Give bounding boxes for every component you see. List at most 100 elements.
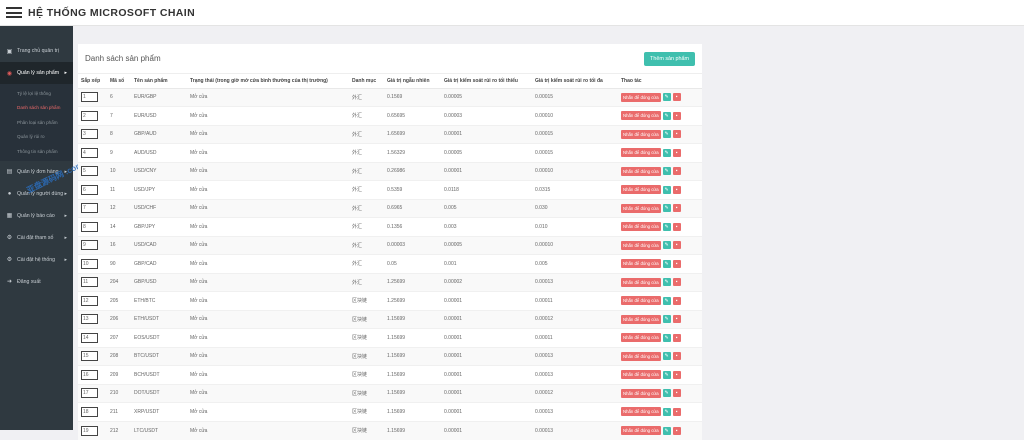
delete-icon[interactable]: ▪: [672, 130, 681, 139]
delete-icon[interactable]: ▪: [672, 352, 681, 361]
sort-cell: 9: [78, 235, 107, 255]
close-market-button[interactable]: Nhấn để đóng cửa: [621, 166, 661, 176]
sort-order-input[interactable]: 10: [81, 258, 98, 269]
edit-icon[interactable]: ✎: [662, 315, 671, 324]
cell-name: USD/JPY: [131, 180, 187, 199]
delete-icon[interactable]: ▪: [672, 333, 681, 342]
delete-icon[interactable]: ▪: [672, 204, 681, 213]
edit-icon[interactable]: ✎: [662, 241, 671, 250]
cell-random: 0.6965: [384, 198, 441, 218]
sidebar-subitem-0[interactable]: Tỷ lệ lợi lệ thống: [17, 90, 51, 96]
close-market-button[interactable]: Nhấn để đóng cửa: [621, 407, 661, 417]
close-market-button[interactable]: Nhấn để đóng cửa: [621, 222, 661, 232]
edit-icon[interactable]: ✎: [662, 296, 671, 305]
sidebar-item-1[interactable]: ◉ Quản lý sản phẩm ▸: [0, 62, 73, 84]
cell-name: EUR/USD: [131, 106, 187, 125]
sidebar-item-6[interactable]: ⚙ Cài đặt hệ thống ▸: [0, 249, 73, 271]
sort-order-input[interactable]: 18: [81, 406, 98, 417]
cell-random: 0.65695: [384, 106, 441, 125]
delete-icon[interactable]: ▪: [672, 315, 681, 324]
sort-order-input[interactable]: 3: [81, 129, 98, 140]
sidebar-subitem-4[interactable]: Thông tin sản phẩm: [17, 148, 58, 154]
close-market-button[interactable]: Nhấn để đóng cửa: [621, 129, 661, 139]
sidebar-item-0[interactable]: ▣ Trang chủ quản trị: [0, 40, 73, 62]
edit-icon[interactable]: ✎: [662, 389, 671, 398]
delete-icon[interactable]: ▪: [672, 111, 681, 120]
close-market-button[interactable]: Nhấn để đóng cửa: [621, 388, 661, 398]
delete-icon[interactable]: ▪: [672, 167, 681, 176]
close-market-button[interactable]: Nhấn để đóng cửa: [621, 240, 661, 250]
sort-order-input[interactable]: 4: [81, 147, 98, 158]
edit-icon[interactable]: ✎: [662, 352, 671, 361]
sort-order-input[interactable]: 1: [81, 92, 98, 103]
delete-icon[interactable]: ▪: [672, 278, 681, 287]
delete-icon[interactable]: ▪: [672, 296, 681, 305]
close-market-button[interactable]: Nhấn để đóng cửa: [621, 148, 661, 158]
cell-random: 1.25699: [384, 291, 441, 310]
sort-order-input[interactable]: 17: [81, 388, 98, 399]
actions-cell: Nhấn để đóng cửa ✎ ▪: [618, 402, 702, 421]
delete-icon[interactable]: ▪: [672, 241, 681, 250]
sort-order-input[interactable]: 15: [81, 351, 98, 362]
edit-icon[interactable]: ✎: [662, 259, 671, 268]
sidebar-subitem-3[interactable]: Quản lý rủi ro: [17, 134, 45, 140]
close-market-button[interactable]: Nhấn để đóng cửa: [621, 296, 661, 306]
sort-order-input[interactable]: 8: [81, 221, 98, 232]
sort-order-input[interactable]: 13: [81, 314, 98, 325]
edit-icon[interactable]: ✎: [662, 407, 671, 416]
sidebar-subitem-2[interactable]: Phân loại sản phẩm: [17, 119, 58, 125]
edit-icon[interactable]: ✎: [662, 222, 671, 231]
sort-order-input[interactable]: 5: [81, 166, 98, 177]
edit-icon[interactable]: ✎: [662, 185, 671, 194]
close-market-button[interactable]: Nhấn để đóng cửa: [621, 92, 661, 102]
sidebar-item-5[interactable]: ⚙ Cài đặt tham số ▸: [0, 227, 73, 249]
add-product-button[interactable]: Thêm sản phẩm: [644, 51, 695, 66]
close-market-button[interactable]: Nhấn để đóng cửa: [621, 314, 661, 324]
delete-icon[interactable]: ▪: [672, 93, 681, 102]
close-market-button[interactable]: Nhấn để đóng cửa: [621, 333, 661, 343]
sort-order-input[interactable]: 14: [81, 332, 98, 343]
edit-icon[interactable]: ✎: [662, 167, 671, 176]
delete-icon[interactable]: ▪: [672, 259, 681, 268]
close-market-button[interactable]: Nhấn để đóng cửa: [621, 426, 661, 435]
close-market-button[interactable]: Nhấn để đóng cửa: [621, 259, 661, 269]
sort-order-input[interactable]: 11: [81, 277, 98, 288]
hamburger-menu-icon[interactable]: [6, 7, 22, 18]
delete-icon[interactable]: ▪: [672, 426, 681, 435]
sidebar-item-2[interactable]: ▤ Quản lý đơn hàng ▸: [0, 161, 73, 183]
sort-order-input[interactable]: 12: [81, 295, 98, 306]
sidebar-item-7[interactable]: ➜ Đăng xuất: [0, 271, 73, 293]
delete-icon[interactable]: ▪: [672, 222, 681, 231]
delete-icon[interactable]: ▪: [672, 370, 681, 379]
sort-order-input[interactable]: 9: [81, 240, 98, 251]
edit-icon[interactable]: ✎: [662, 148, 671, 157]
close-market-button[interactable]: Nhấn để đóng cửa: [621, 203, 661, 213]
delete-icon[interactable]: ▪: [672, 185, 681, 194]
sidebar-item-3[interactable]: ● Quản lý người dùng ▸: [0, 183, 73, 205]
close-market-button[interactable]: Nhấn để đóng cửa: [621, 185, 661, 195]
close-market-button[interactable]: Nhấn để đóng cửa: [621, 351, 661, 361]
edit-icon[interactable]: ✎: [662, 370, 671, 379]
edit-icon[interactable]: ✎: [662, 130, 671, 139]
sort-order-input[interactable]: 6: [81, 184, 98, 195]
edit-icon[interactable]: ✎: [662, 93, 671, 102]
edit-icon[interactable]: ✎: [662, 111, 671, 120]
cell-min: 0.005: [441, 198, 532, 218]
edit-icon[interactable]: ✎: [662, 333, 671, 342]
edit-icon[interactable]: ✎: [662, 278, 671, 287]
sidebar-subitem-1[interactable]: Danh sách sản phẩm: [17, 105, 61, 111]
sort-order-input[interactable]: 7: [81, 203, 98, 214]
edit-icon[interactable]: ✎: [662, 426, 671, 435]
sort-order-input[interactable]: 19: [81, 425, 98, 436]
edit-icon[interactable]: ✎: [662, 204, 671, 213]
close-market-button[interactable]: Nhấn để đóng cửa: [621, 111, 661, 121]
sort-order-input[interactable]: 2: [81, 110, 98, 121]
close-market-button[interactable]: Nhấn để đóng cửa: [621, 277, 661, 287]
delete-icon[interactable]: ▪: [672, 407, 681, 416]
delete-icon[interactable]: ▪: [672, 389, 681, 398]
sort-order-input[interactable]: 16: [81, 369, 98, 380]
cell-id: 206: [107, 309, 131, 329]
close-market-button[interactable]: Nhấn để đóng cửa: [621, 370, 661, 380]
delete-icon[interactable]: ▪: [672, 148, 681, 157]
sidebar-item-4[interactable]: ▦ Quản lý báo cáo ▸: [0, 205, 73, 227]
